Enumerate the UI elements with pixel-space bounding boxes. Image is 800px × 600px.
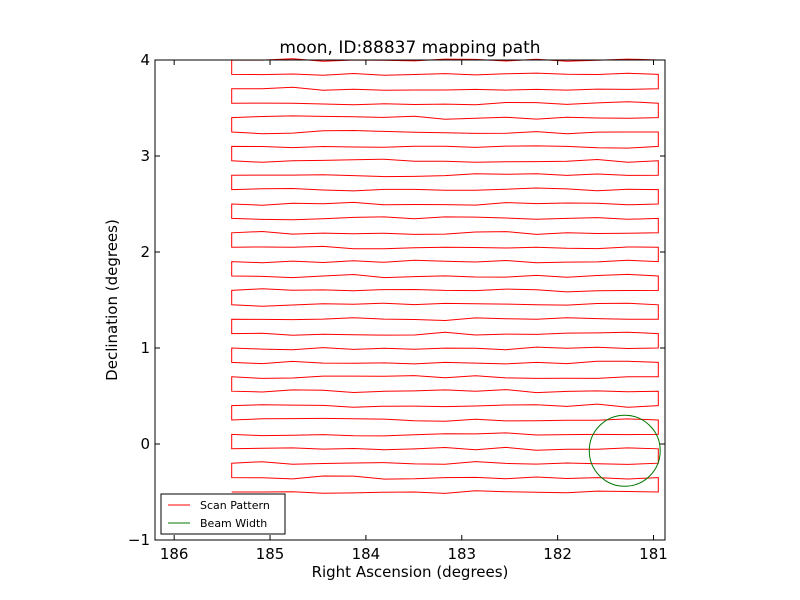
y-axis: −1 0 1 2 3 4	[128, 51, 665, 549]
legend-label-scan-pattern: Scan Pattern	[200, 499, 270, 512]
y-axis-label: Declination (degrees)	[103, 219, 121, 381]
plot-frame	[154, 59, 666, 541]
legend-box	[160, 493, 286, 535]
beam-width-series	[588, 414, 661, 487]
x-tick-label: 186	[160, 545, 189, 563]
y-tick-label: 3	[140, 147, 150, 165]
scan-pattern-series	[231, 58, 659, 494]
scan-pattern-path	[231, 58, 659, 494]
y-tick-label: 2	[140, 243, 150, 261]
plot-area	[231, 58, 661, 494]
y-tick-label: −1	[128, 531, 150, 549]
beam-width-circle	[588, 414, 661, 487]
x-tick-label: 183	[447, 545, 476, 563]
y-tick-label: 4	[140, 51, 150, 69]
x-tick-label: 182	[543, 545, 572, 563]
x-tick-label: 185	[256, 545, 285, 563]
legend: Scan Pattern Beam Width	[160, 493, 286, 535]
y-tick-label: 1	[140, 339, 150, 357]
x-tick-label: 181	[639, 545, 668, 563]
chart-title: moon, ID:88837 mapping path	[279, 38, 540, 58]
x-axis: 186 185 184 183 182 181	[160, 60, 668, 563]
x-tick-label: 184	[352, 545, 381, 563]
x-axis-label: Right Ascension (degrees)	[312, 563, 509, 581]
legend-label-beam-width: Beam Width	[200, 517, 267, 530]
y-tick-label: 0	[140, 435, 150, 453]
